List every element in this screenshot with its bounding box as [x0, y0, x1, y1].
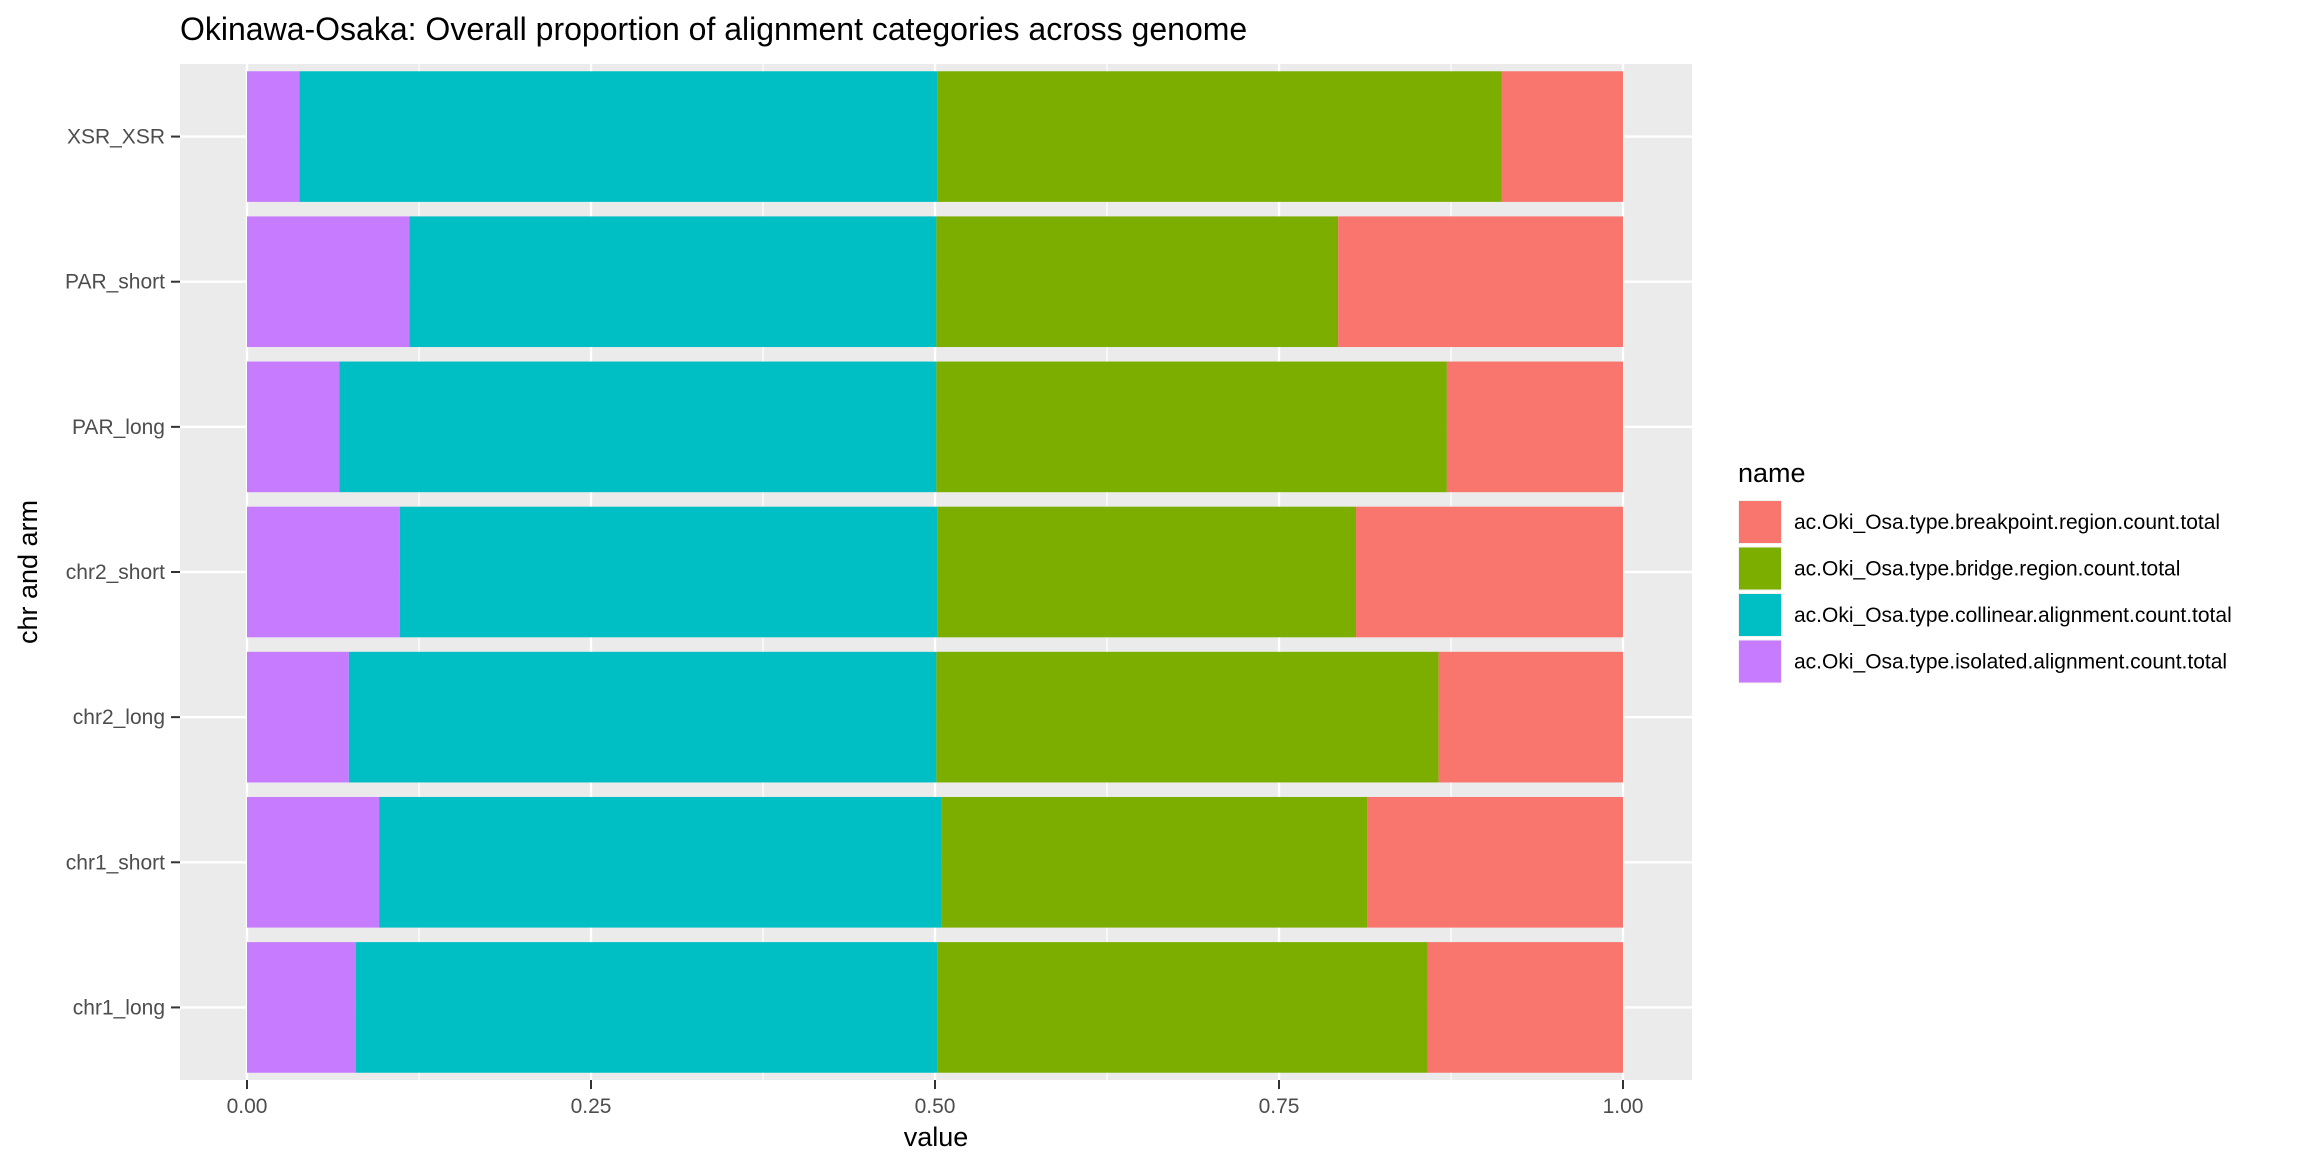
bar-segment [247, 651, 349, 783]
bar-segment [348, 651, 937, 783]
bar-segment [247, 361, 340, 493]
bar-segment [299, 71, 938, 202]
bars [247, 71, 1623, 1073]
bar-segment [247, 71, 300, 202]
y-tick-label: PAR_long [72, 416, 165, 439]
bar-segment [379, 796, 942, 928]
bar-segment [339, 361, 937, 493]
bar-segment [1438, 651, 1623, 783]
chart-title: Okinawa-Osaka: Overall proportion of ali… [180, 11, 1247, 47]
bar-segment [355, 942, 938, 1073]
bar-segment [937, 942, 1428, 1073]
legend-key [1739, 547, 1781, 590]
x-tick-label: 1.00 [1603, 1095, 1644, 1118]
bar-segment [247, 796, 380, 928]
bar-segment [1446, 361, 1623, 493]
bar-segment [247, 216, 410, 348]
bar-segment [409, 216, 937, 348]
y-tick-label: chr2_long [73, 706, 165, 729]
bar-segment [1367, 796, 1623, 928]
x-tick-label: 0.25 [571, 1095, 612, 1118]
y-tick-label: chr1_short [66, 851, 165, 874]
bar-segment [1338, 216, 1623, 348]
bar-segment [941, 796, 1368, 928]
y-tick-label: chr2_short [66, 561, 165, 584]
x-axis-ticks: 0.00 0.25 0.50 0.75 1.00 [227, 1080, 1644, 1118]
bar-segment [937, 71, 1502, 202]
legend-key [1739, 640, 1781, 683]
legend-key [1739, 501, 1781, 543]
legend-label: ac.Oki_Osa.type.breakpoint.region.count.… [1794, 511, 2220, 534]
legend: name ac.Oki_Osa.type.breakpoint.region.c… [1738, 458, 2232, 684]
bar-segment [1501, 71, 1623, 202]
legend-label: ac.Oki_Osa.type.bridge.region.count.tota… [1794, 558, 2180, 581]
bar-segment [1356, 506, 1623, 638]
legend-title: name [1738, 458, 1806, 488]
bar-segment [247, 942, 356, 1073]
bar-segment [936, 361, 1447, 493]
y-axis-title: chr and arm [13, 500, 43, 644]
bar-segment [247, 506, 400, 638]
x-tick-label: 0.50 [915, 1095, 956, 1118]
bar-segment [937, 506, 1357, 638]
y-tick-label: PAR_short [65, 271, 165, 294]
x-tick-label: 0.75 [1259, 1095, 1300, 1118]
bar-segment [936, 216, 1339, 348]
legend-key [1739, 594, 1781, 636]
x-axis-title: value [904, 1122, 969, 1152]
y-axis-ticks: chr1_long chr1_short chr2_long chr2_short PA… [65, 126, 180, 1019]
legend-label: ac.Oki_Osa.type.isolated.alignment.count… [1794, 651, 2227, 674]
bar-segment [936, 651, 1439, 783]
x-tick-label: 0.00 [227, 1095, 268, 1118]
legend-label: ac.Oki_Osa.type.collinear.alignment.coun… [1794, 604, 2232, 627]
y-tick-label: XSR_XSR [67, 126, 165, 149]
y-tick-label: chr1_long [73, 996, 165, 1019]
bar-segment [399, 506, 938, 638]
bar-segment [1427, 942, 1623, 1073]
